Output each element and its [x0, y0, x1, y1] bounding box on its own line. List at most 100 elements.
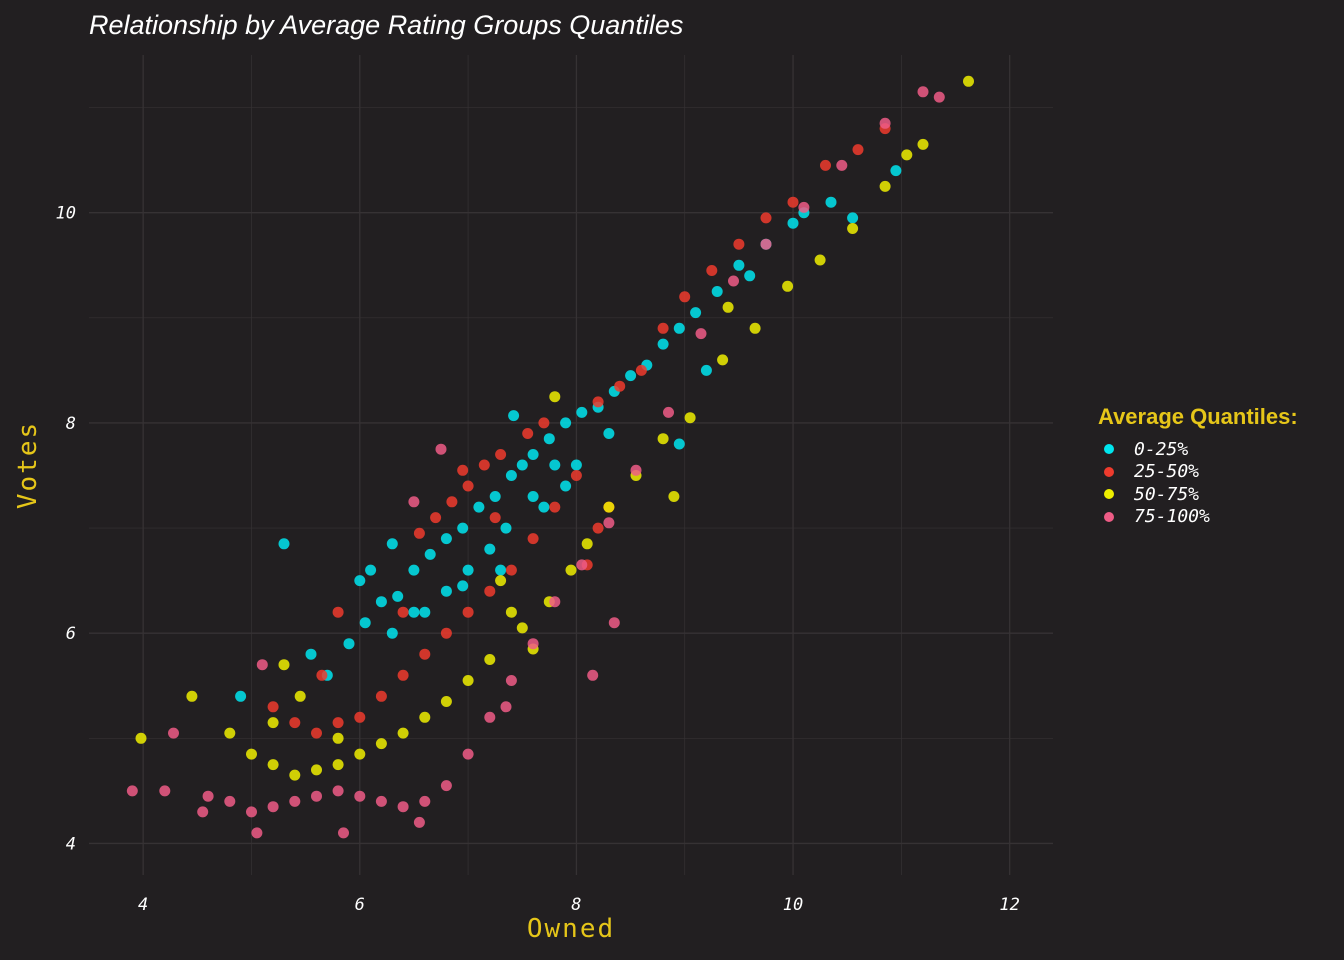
data-point-q1: [560, 480, 572, 492]
y-axis-title: Votes: [13, 420, 43, 510]
data-point-q2: [462, 480, 474, 492]
legend-item-q3: 50-75%: [1098, 483, 1298, 506]
data-point-q3: [657, 433, 669, 445]
data-point-q1: [419, 606, 431, 618]
data-point-q4: [760, 238, 772, 250]
data-point-q2: [332, 717, 344, 729]
data-point-q2: [505, 564, 517, 576]
data-point-q4: [695, 328, 707, 340]
data-point-q4: [462, 748, 474, 760]
data-point-q3: [549, 391, 561, 403]
data-point-q1: [543, 433, 555, 445]
data-point-q2: [446, 496, 458, 508]
data-point-q4: [484, 711, 496, 723]
data-point-q1: [787, 217, 799, 229]
data-point-q3: [462, 675, 474, 686]
data-point-q2: [495, 449, 507, 460]
data-point-q4: [549, 596, 561, 608]
data-point-q1: [359, 617, 371, 629]
data-point-q2: [538, 417, 550, 429]
data-point-q3: [722, 301, 734, 313]
data-point-q4: [728, 275, 739, 287]
data-point-q2: [375, 690, 387, 702]
y-tick-label: 10: [56, 204, 76, 224]
data-point-q3: [917, 138, 929, 150]
data-point-q1: [508, 410, 520, 422]
data-point-q1: [890, 165, 902, 177]
data-point-q3: [294, 690, 306, 702]
data-point-q1: [560, 417, 572, 429]
tick-labels: 4 6 8 10 12 4 6 8 10: [56, 204, 1020, 915]
data-point-q1: [365, 564, 377, 576]
data-point-q3: [668, 491, 680, 502]
data-point-q4: [527, 638, 539, 650]
data-point-q4: [917, 86, 929, 98]
data-point-q1: [500, 522, 512, 534]
data-point-q4: [197, 806, 209, 818]
y-tick-label: 8: [66, 414, 76, 434]
data-point-q4: [267, 801, 279, 813]
data-point-q2: [614, 380, 626, 392]
data-point-q3: [135, 732, 147, 744]
data-point-q4: [332, 785, 344, 797]
data-point-q1: [235, 690, 247, 702]
data-point-q2: [397, 606, 409, 618]
data-point-q1: [549, 459, 561, 471]
data-point-q4: [408, 496, 420, 508]
x-tick-label: 10: [783, 895, 803, 915]
data-point-q1: [657, 338, 669, 350]
data-point-q1: [375, 596, 387, 608]
data-point-q3: [397, 727, 409, 739]
data-point-q2: [289, 717, 301, 729]
data-point-q2: [478, 459, 490, 471]
x-axis-title: Owned: [526, 914, 616, 944]
data-point-q4: [224, 795, 236, 807]
data-point-q3: [782, 280, 794, 292]
data-point-q3: [963, 75, 974, 87]
data-point-q2: [787, 196, 799, 208]
data-point-q1: [278, 538, 290, 550]
data-point-q4: [246, 806, 257, 818]
data-point-q4: [879, 117, 891, 129]
data-point-q4: [397, 801, 409, 813]
data-point-q1: [305, 648, 317, 660]
data-point-q1: [673, 438, 685, 450]
data-point-q2: [311, 727, 322, 739]
data-point-q4: [168, 727, 179, 739]
data-point-q1: [484, 543, 496, 555]
data-point-q1: [733, 259, 745, 271]
data-point-q4: [256, 659, 268, 671]
data-point-q1: [354, 575, 366, 587]
data-point-q1: [440, 585, 452, 597]
data-point-q2: [413, 527, 425, 539]
legend-label-q1: 0-25%: [1134, 438, 1189, 460]
legend-key-q1: [1104, 444, 1114, 455]
data-point-q1: [825, 196, 837, 208]
data-point-q3: [332, 759, 344, 771]
data-point-q2: [457, 464, 469, 476]
data-point-q1: [457, 522, 469, 534]
data-point-q3: [581, 538, 593, 550]
data-point-q3: [246, 748, 257, 760]
data-point-q2: [354, 711, 366, 723]
data-point-q3: [814, 254, 826, 266]
data-point-q3: [224, 727, 236, 739]
data-point-q1: [690, 307, 702, 319]
legend-item-q4: 75-100%: [1098, 506, 1298, 529]
data-point-q1: [538, 501, 550, 513]
data-point-q2: [635, 364, 647, 376]
data-point-q1: [424, 548, 436, 560]
data-point-q4: [663, 406, 674, 418]
data-point-q2: [440, 627, 452, 639]
data-point-q1: [576, 406, 588, 418]
grid-lines: [89, 55, 1053, 875]
data-point-q4: [251, 827, 263, 839]
data-point-q1: [711, 286, 723, 297]
data-point-q4: [375, 795, 387, 807]
data-point-q3: [278, 659, 290, 671]
data-point-q2: [549, 501, 561, 513]
data-point-q3: [717, 354, 729, 366]
data-point-q2: [267, 701, 279, 713]
data-point-q4: [440, 780, 452, 792]
